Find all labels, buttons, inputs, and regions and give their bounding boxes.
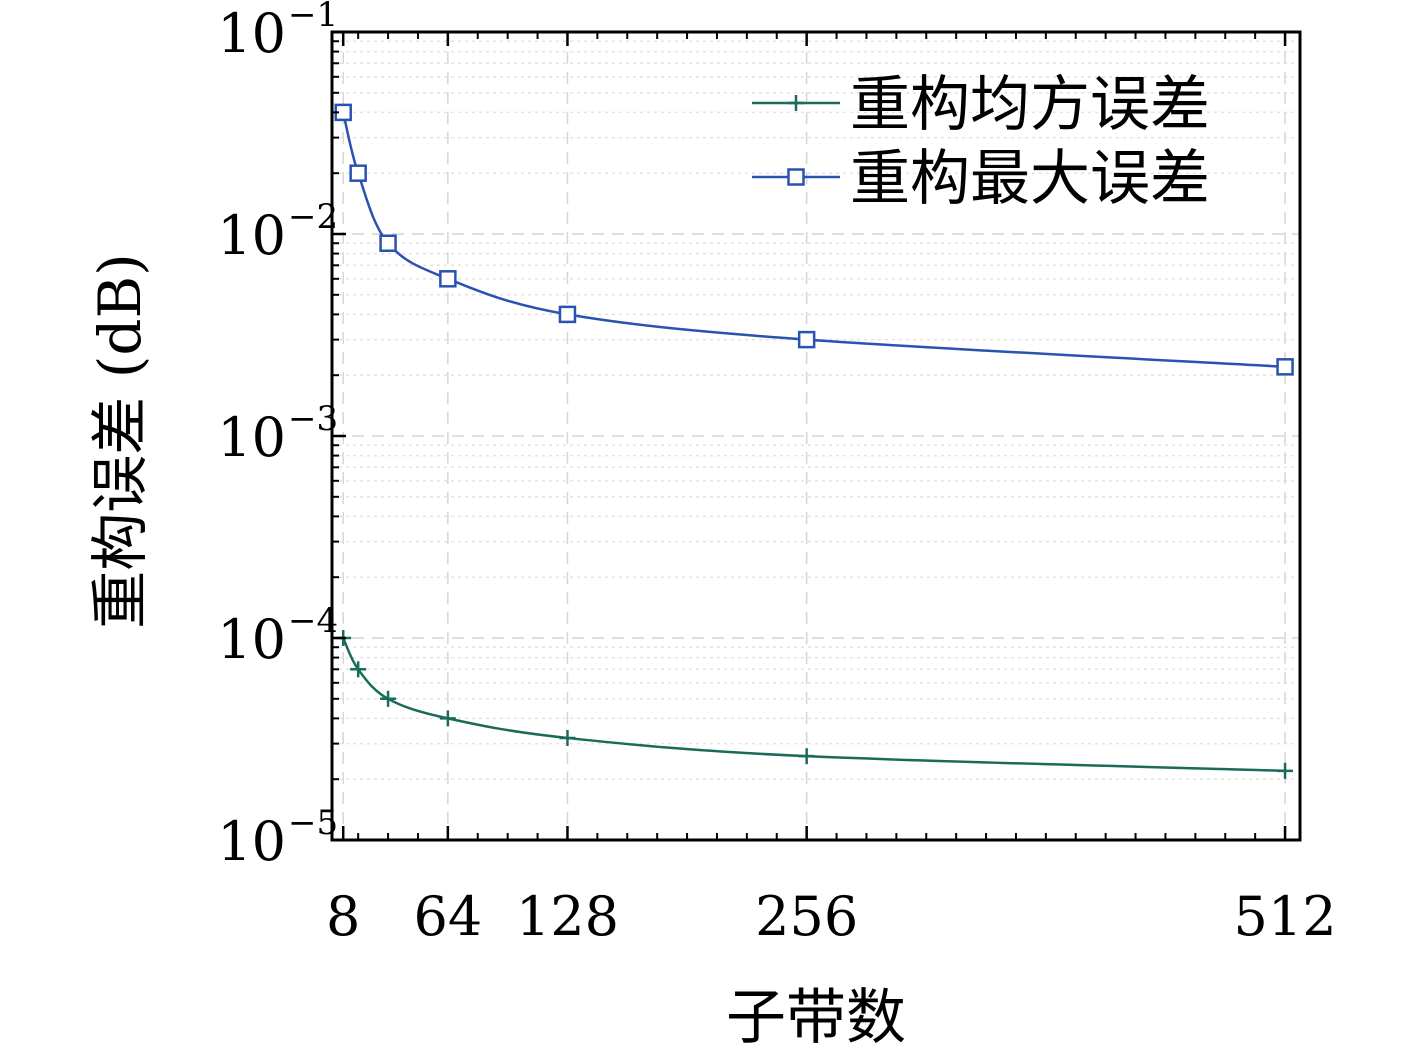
series-layer <box>334 103 1294 779</box>
data-point <box>798 748 815 765</box>
legend-label: 重构最大误差 <box>850 144 1210 214</box>
data-point <box>380 690 397 707</box>
y-tick-label: 10 <box>217 406 286 469</box>
y-tick-exponent: −4 <box>288 601 338 641</box>
x-tick-label: 256 <box>755 885 858 948</box>
y-tick-exponent: −2 <box>288 197 338 237</box>
data-point <box>558 305 577 324</box>
data-point <box>1276 358 1294 376</box>
y-tick-exponent: −3 <box>288 399 338 439</box>
y-tick-exponent: −5 <box>288 803 338 843</box>
y-tick-label: 10 <box>217 608 286 671</box>
legend-item-2: 重构最大误差 <box>752 144 1210 214</box>
data-point <box>439 270 457 288</box>
y-tick-label: 10 <box>217 810 286 873</box>
ticks-layer <box>332 30 1287 842</box>
series-1 <box>335 630 1294 779</box>
legend-item-1: 重构均方误差 <box>752 70 1210 140</box>
series-line <box>341 112 1286 369</box>
data-point <box>349 164 367 182</box>
x-tick-label: 128 <box>516 885 619 948</box>
y-tick-label: 10 <box>217 204 286 267</box>
data-point <box>559 729 576 746</box>
x-tick-label: 512 <box>1234 885 1337 948</box>
x-tick-label: 64 <box>414 885 483 948</box>
legend-marker <box>787 168 805 186</box>
legend-marker <box>788 95 804 111</box>
data-point <box>350 661 367 678</box>
y-axis-label: 重构误差 (dB) <box>86 253 154 628</box>
legend-label: 重构均方误差 <box>850 70 1210 140</box>
x-axis-label: 子带数 <box>726 983 906 1053</box>
labels-layer: 子带数 重构误差 (dB) 10 −110 −210 −310 −410 −58 64 128… <box>86 0 1337 1053</box>
y-tick-label: 10 <box>217 2 286 65</box>
data-point <box>379 234 397 252</box>
data-point <box>439 710 456 727</box>
data-point <box>797 330 816 349</box>
series-line <box>342 637 1286 773</box>
data-point <box>1277 762 1294 779</box>
x-tick-label: 8 <box>326 885 360 948</box>
y-tick-exponent: −1 <box>288 0 338 35</box>
series-2 <box>334 103 1294 376</box>
